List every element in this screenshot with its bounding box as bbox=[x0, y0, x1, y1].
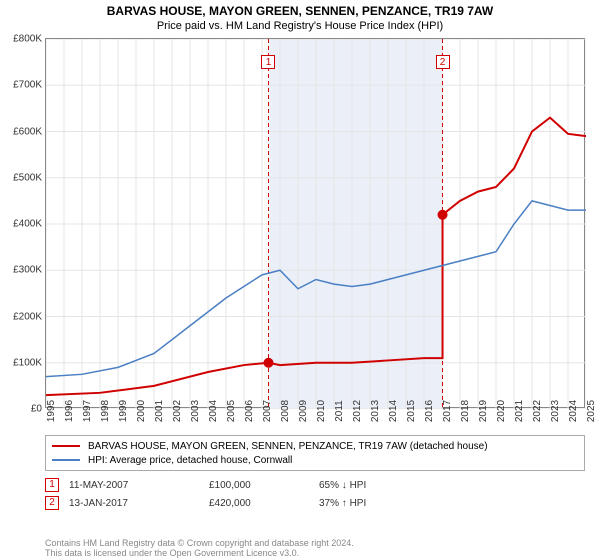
y-axis-tick-label: £800K bbox=[13, 34, 42, 45]
x-axis-tick-label: 2024 bbox=[568, 400, 579, 422]
x-axis-tick-label: 2003 bbox=[190, 400, 201, 422]
chart-svg bbox=[46, 39, 586, 409]
transaction-price: £100,000 bbox=[209, 480, 319, 491]
x-axis-tick-label: 2019 bbox=[478, 400, 489, 422]
legend-row: HPI: Average price, detached house, Corn… bbox=[52, 453, 578, 467]
x-axis-tick-label: 2016 bbox=[424, 400, 435, 422]
transaction-row: 2 13-JAN-2017£420,00037% ↑ HPI bbox=[45, 494, 585, 512]
x-axis-tick-label: 2006 bbox=[244, 400, 255, 422]
x-axis-tick-label: 2001 bbox=[154, 400, 165, 422]
legend-label: HPI: Average price, detached house, Corn… bbox=[88, 455, 292, 466]
legend-label: BARVAS HOUSE, MAYON GREEN, SENNEN, PENZA… bbox=[88, 441, 488, 452]
transaction-marker: 1 bbox=[45, 478, 59, 492]
x-axis-tick-label: 2023 bbox=[550, 400, 561, 422]
x-axis-tick-label: 2008 bbox=[280, 400, 291, 422]
y-axis-tick-label: £0 bbox=[31, 404, 42, 415]
x-axis-tick-label: 2021 bbox=[514, 400, 525, 422]
x-axis-tick-label: 2018 bbox=[460, 400, 471, 422]
legend-swatch bbox=[52, 459, 80, 461]
x-axis-tick-label: 1996 bbox=[64, 400, 75, 422]
x-axis-tick-label: 2022 bbox=[532, 400, 543, 422]
x-axis-tick-label: 2012 bbox=[352, 400, 363, 422]
transaction-date: 11-MAY-2007 bbox=[69, 480, 209, 491]
x-axis-tick-label: 2009 bbox=[298, 400, 309, 422]
y-axis-tick-label: £100K bbox=[13, 357, 42, 368]
chart-container: BARVAS HOUSE, MAYON GREEN, SENNEN, PENZA… bbox=[0, 0, 600, 560]
chart-subtitle: Price paid vs. HM Land Registry's House … bbox=[0, 20, 600, 32]
transaction-date: 13-JAN-2017 bbox=[69, 498, 209, 509]
x-axis-tick-label: 2000 bbox=[136, 400, 147, 422]
transaction-row: 1 11-MAY-2007£100,00065% ↓ HPI bbox=[45, 476, 585, 494]
x-axis-tick-label: 2002 bbox=[172, 400, 183, 422]
x-axis-tick-label: 1999 bbox=[118, 400, 129, 422]
x-axis-tick-label: 2014 bbox=[388, 400, 399, 422]
transaction-delta: 37% ↑ HPI bbox=[319, 498, 439, 509]
x-axis-tick-label: 1997 bbox=[82, 400, 93, 422]
x-axis-tick-label: 2017 bbox=[442, 400, 453, 422]
y-axis-tick-label: £700K bbox=[13, 80, 42, 91]
x-axis-tick-label: 2025 bbox=[586, 400, 597, 422]
x-axis-tick-label: 2005 bbox=[226, 400, 237, 422]
transaction-marker: 2 bbox=[45, 496, 59, 510]
event-marker-2: 2 bbox=[436, 55, 450, 69]
x-axis-tick-label: 2011 bbox=[334, 400, 345, 422]
x-axis-tick-label: 2007 bbox=[262, 400, 273, 422]
x-axis-tick-label: 1998 bbox=[100, 400, 111, 422]
legend: BARVAS HOUSE, MAYON GREEN, SENNEN, PENZA… bbox=[45, 435, 585, 471]
y-axis-tick-label: £400K bbox=[13, 219, 42, 230]
transaction-table: 1 11-MAY-2007£100,00065% ↓ HPI 2 13-JAN-201… bbox=[45, 476, 585, 512]
transaction-delta: 65% ↓ HPI bbox=[319, 480, 439, 491]
x-axis-tick-label: 2015 bbox=[406, 400, 417, 422]
y-axis-tick-label: £500K bbox=[13, 172, 42, 183]
attribution-line-1: Contains HM Land Registry data © Crown c… bbox=[45, 538, 585, 548]
y-axis-tick-label: £600K bbox=[13, 126, 42, 137]
event-marker-1: 1 bbox=[261, 55, 275, 69]
x-axis-tick-label: 2010 bbox=[316, 400, 327, 422]
y-axis-tick-label: £300K bbox=[13, 265, 42, 276]
x-axis-tick-label: 2004 bbox=[208, 400, 219, 422]
attribution-line-2: This data is licensed under the Open Gov… bbox=[45, 548, 585, 558]
chart-title: BARVAS HOUSE, MAYON GREEN, SENNEN, PENZA… bbox=[0, 4, 600, 18]
legend-row: BARVAS HOUSE, MAYON GREEN, SENNEN, PENZA… bbox=[52, 439, 578, 453]
transaction-price: £420,000 bbox=[209, 498, 319, 509]
x-axis-tick-label: 2020 bbox=[496, 400, 507, 422]
y-axis-tick-label: £200K bbox=[13, 311, 42, 322]
x-axis-tick-label: 2013 bbox=[370, 400, 381, 422]
x-axis-tick-label: 1995 bbox=[46, 400, 57, 422]
legend-swatch bbox=[52, 445, 80, 447]
attribution: Contains HM Land Registry data © Crown c… bbox=[45, 538, 585, 558]
chart-plot-area: 12£0£100K£200K£300K£400K£500K£600K£700K£… bbox=[45, 38, 585, 408]
